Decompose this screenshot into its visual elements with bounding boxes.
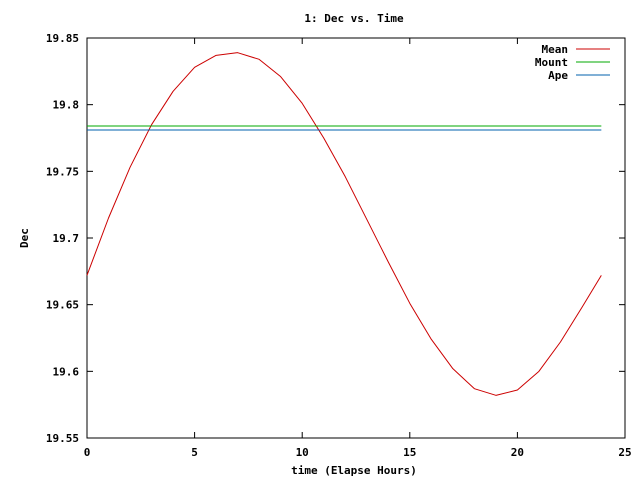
plot-frame bbox=[86, 37, 626, 439]
x-tick-label: 5 bbox=[191, 446, 198, 459]
x-axis-label: time (Elapse Hours) bbox=[291, 464, 417, 477]
x-tick-label: 0 bbox=[84, 446, 91, 459]
y-tick-label: 19.8 bbox=[53, 99, 80, 112]
legend-label: Ape bbox=[548, 69, 568, 82]
y-tick-label: 19.55 bbox=[46, 432, 79, 445]
x-tick-label: 10 bbox=[296, 446, 309, 459]
x-tick-label: 20 bbox=[511, 446, 524, 459]
series-group bbox=[86, 52, 602, 396]
x-tick-label: 15 bbox=[403, 446, 416, 459]
y-tick-label: 19.6 bbox=[53, 365, 80, 378]
y-tick-label: 19.75 bbox=[46, 165, 79, 178]
x-axis: 0 5 10 15 20 25 bbox=[84, 38, 632, 459]
series-line-mean bbox=[86, 52, 602, 396]
chart-title: 1: Dec vs. Time bbox=[304, 12, 404, 25]
y-axis-label: Dec bbox=[18, 228, 31, 248]
y-tick-label: 19.7 bbox=[53, 232, 80, 245]
legend-label: Mean bbox=[542, 43, 569, 56]
y-tick-label: 19.85 bbox=[46, 32, 79, 45]
legend-label: Mount bbox=[535, 56, 568, 69]
y-axis: 19.55 19.6 19.65 19.7 19.75 19.8 19.85 bbox=[46, 32, 625, 445]
y-tick-label: 19.65 bbox=[46, 299, 79, 312]
x-tick-label: 25 bbox=[618, 446, 631, 459]
